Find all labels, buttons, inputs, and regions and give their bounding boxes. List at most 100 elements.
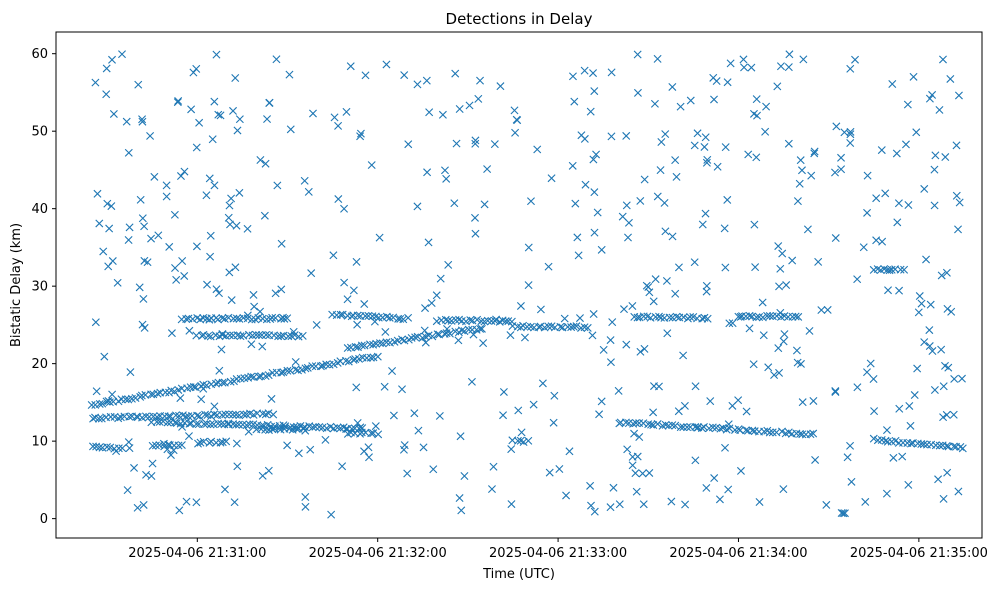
data-point bbox=[152, 417, 161, 426]
data-point bbox=[639, 500, 648, 509]
data-point bbox=[863, 208, 872, 217]
data-point bbox=[581, 180, 590, 189]
data-point bbox=[741, 426, 750, 435]
data-point bbox=[755, 497, 764, 506]
data-point bbox=[162, 192, 171, 201]
x-tick-label: 2025-04-06 21:33:00 bbox=[489, 546, 627, 561]
data-point bbox=[954, 225, 963, 234]
data-point bbox=[573, 233, 582, 242]
data-point bbox=[342, 424, 351, 433]
data-point bbox=[592, 150, 601, 159]
data-point bbox=[606, 336, 615, 345]
data-point bbox=[214, 419, 223, 428]
data-point bbox=[175, 506, 184, 515]
data-point bbox=[524, 243, 533, 252]
data-point bbox=[124, 438, 133, 447]
data-point bbox=[289, 327, 298, 336]
data-point bbox=[258, 342, 267, 351]
data-point bbox=[148, 459, 157, 468]
scatter-points bbox=[87, 50, 967, 519]
data-point bbox=[369, 429, 378, 438]
data-point bbox=[138, 117, 147, 126]
data-point bbox=[435, 411, 444, 420]
data-point bbox=[728, 401, 737, 410]
y-tick-label: 30 bbox=[31, 280, 48, 295]
data-point bbox=[777, 427, 786, 436]
data-point bbox=[201, 410, 210, 419]
data-point bbox=[798, 430, 807, 439]
data-point bbox=[510, 106, 519, 115]
data-point bbox=[701, 133, 710, 142]
data-point bbox=[946, 74, 955, 83]
data-point bbox=[400, 71, 409, 80]
data-point bbox=[939, 413, 948, 422]
data-point bbox=[894, 199, 903, 208]
data-point bbox=[645, 468, 654, 477]
data-point bbox=[703, 155, 712, 164]
data-point bbox=[545, 468, 554, 477]
data-point bbox=[233, 126, 242, 135]
data-point bbox=[745, 311, 754, 320]
data-point bbox=[721, 263, 730, 272]
data-point bbox=[869, 434, 878, 443]
data-point bbox=[336, 310, 345, 319]
data-point bbox=[796, 156, 805, 165]
data-point bbox=[133, 503, 142, 512]
data-point bbox=[639, 312, 648, 321]
data-point bbox=[194, 439, 203, 448]
data-point bbox=[450, 199, 459, 208]
data-point bbox=[286, 125, 295, 134]
data-point bbox=[232, 221, 241, 230]
data-point bbox=[94, 414, 103, 423]
x-axis-label: Time (UTC) bbox=[482, 567, 555, 582]
data-point bbox=[586, 481, 595, 490]
data-point bbox=[628, 301, 637, 310]
data-point bbox=[925, 326, 934, 335]
data-point bbox=[184, 432, 193, 441]
data-point bbox=[124, 148, 133, 157]
data-point bbox=[473, 315, 482, 324]
data-point bbox=[182, 497, 191, 506]
data-point bbox=[639, 419, 648, 428]
data-point bbox=[837, 165, 846, 174]
data-point bbox=[375, 339, 384, 348]
data-point bbox=[799, 55, 808, 64]
data-point bbox=[277, 332, 286, 341]
data-point bbox=[217, 419, 226, 428]
data-point bbox=[668, 421, 677, 430]
data-point bbox=[846, 130, 855, 139]
data-point bbox=[264, 371, 273, 380]
data-point bbox=[633, 88, 642, 97]
data-point bbox=[679, 351, 688, 360]
data-point bbox=[580, 66, 589, 75]
data-point bbox=[776, 308, 785, 317]
data-point bbox=[861, 497, 870, 506]
data-point bbox=[837, 509, 846, 517]
data-point bbox=[832, 122, 841, 131]
data-point bbox=[422, 76, 431, 85]
data-point bbox=[467, 377, 476, 386]
data-point bbox=[607, 132, 616, 141]
data-point bbox=[210, 410, 219, 419]
data-point bbox=[810, 149, 819, 158]
data-point bbox=[638, 469, 647, 478]
data-point bbox=[702, 483, 711, 492]
data-point bbox=[204, 331, 213, 340]
data-point bbox=[774, 344, 783, 353]
data-point bbox=[225, 268, 234, 277]
x-axis: 2025-04-06 21:31:00 2025-04-06 21:32:00 20… bbox=[128, 538, 988, 561]
data-point bbox=[140, 323, 149, 332]
data-point bbox=[233, 462, 242, 471]
data-point bbox=[308, 109, 317, 118]
data-point bbox=[210, 97, 219, 106]
data-point bbox=[100, 352, 109, 361]
data-point bbox=[775, 368, 784, 377]
data-point bbox=[281, 422, 290, 431]
data-point bbox=[671, 156, 680, 165]
data-point bbox=[533, 145, 542, 154]
data-point bbox=[283, 441, 292, 450]
data-point bbox=[649, 408, 658, 417]
data-point bbox=[245, 420, 254, 429]
data-point bbox=[768, 428, 777, 437]
data-point bbox=[220, 485, 229, 494]
